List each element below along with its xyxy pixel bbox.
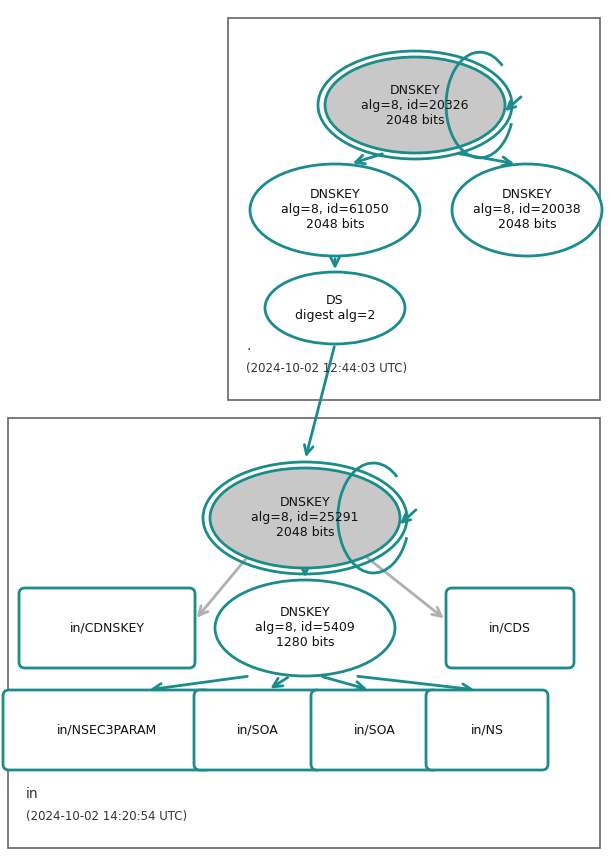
FancyBboxPatch shape <box>311 690 439 770</box>
Bar <box>228 18 600 400</box>
Text: (2024-10-02 14:20:54 UTC): (2024-10-02 14:20:54 UTC) <box>26 810 187 823</box>
Text: DNSKEY
alg=8, id=61050
2048 bits: DNSKEY alg=8, id=61050 2048 bits <box>281 189 389 232</box>
Text: in/SOA: in/SOA <box>354 723 396 736</box>
Text: DNSKEY
alg=8, id=5409
1280 bits: DNSKEY alg=8, id=5409 1280 bits <box>255 606 355 650</box>
Ellipse shape <box>210 468 400 568</box>
Text: DNSKEY
alg=8, id=20038
2048 bits: DNSKEY alg=8, id=20038 2048 bits <box>473 189 581 232</box>
Ellipse shape <box>325 57 505 153</box>
Text: in/CDNSKEY: in/CDNSKEY <box>70 621 144 635</box>
Text: in/NSEC3PARAM: in/NSEC3PARAM <box>57 723 157 736</box>
Text: in/NS: in/NS <box>470 723 503 736</box>
Text: DS
digest alg=2: DS digest alg=2 <box>295 294 375 322</box>
Text: (2024-10-02 12:44:03 UTC): (2024-10-02 12:44:03 UTC) <box>246 362 407 375</box>
Text: .: . <box>246 339 251 353</box>
Text: DNSKEY
alg=8, id=20326
2048 bits: DNSKEY alg=8, id=20326 2048 bits <box>361 84 469 126</box>
FancyBboxPatch shape <box>3 690 211 770</box>
Ellipse shape <box>215 580 395 676</box>
Text: in/SOA: in/SOA <box>237 723 279 736</box>
FancyBboxPatch shape <box>426 690 548 770</box>
Text: in/CDS: in/CDS <box>489 621 531 635</box>
FancyBboxPatch shape <box>446 588 574 668</box>
Text: DNSKEY
alg=8, id=25291
2048 bits: DNSKEY alg=8, id=25291 2048 bits <box>251 497 359 540</box>
FancyBboxPatch shape <box>194 690 322 770</box>
Ellipse shape <box>250 164 420 256</box>
Ellipse shape <box>452 164 602 256</box>
Text: in: in <box>26 787 38 801</box>
Bar <box>8 418 600 848</box>
Ellipse shape <box>265 272 405 344</box>
FancyBboxPatch shape <box>19 588 195 668</box>
